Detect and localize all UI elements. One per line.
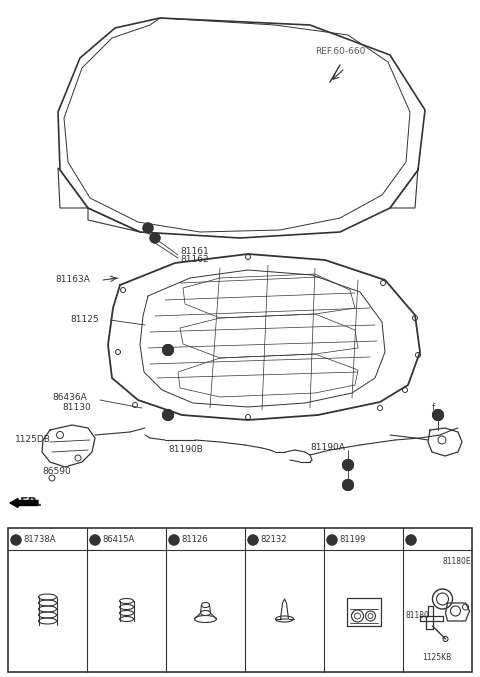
Circle shape: [327, 535, 337, 545]
Text: FR.: FR.: [20, 496, 43, 508]
FancyArrow shape: [10, 498, 38, 508]
Text: 86590: 86590: [42, 468, 71, 477]
Circle shape: [143, 223, 153, 233]
Text: f: f: [409, 536, 412, 544]
Text: 81180E: 81180E: [443, 557, 471, 567]
Text: c: c: [166, 345, 170, 355]
Text: a: a: [13, 536, 18, 544]
Bar: [347, 598, 381, 626]
Ellipse shape: [201, 611, 211, 615]
Circle shape: [343, 460, 353, 471]
Text: e: e: [346, 481, 350, 489]
Text: 1125DB: 1125DB: [15, 435, 51, 445]
Text: b: b: [93, 536, 97, 544]
Text: 81190A: 81190A: [310, 443, 345, 452]
Ellipse shape: [202, 603, 209, 607]
Ellipse shape: [194, 615, 216, 622]
Circle shape: [432, 410, 444, 420]
Text: 81199: 81199: [339, 536, 365, 544]
Text: 81162: 81162: [180, 255, 209, 265]
Text: e: e: [330, 536, 334, 544]
Text: 81180: 81180: [406, 611, 430, 621]
Text: 81738A: 81738A: [23, 536, 56, 544]
Text: 81161: 81161: [180, 248, 209, 257]
Text: 81190B: 81190B: [168, 445, 203, 454]
Text: e: e: [346, 460, 350, 470]
Text: REF.60-660: REF.60-660: [315, 47, 365, 56]
Circle shape: [248, 535, 258, 545]
Text: 81130: 81130: [62, 403, 91, 412]
Text: 1125KB: 1125KB: [422, 653, 452, 661]
Text: 82132: 82132: [260, 536, 287, 544]
Bar: [8, 528, 472, 672]
Text: a: a: [145, 223, 150, 232]
Text: 86436A: 86436A: [52, 393, 87, 403]
Circle shape: [343, 479, 353, 491]
Circle shape: [406, 535, 416, 545]
Text: d: d: [166, 410, 170, 420]
Circle shape: [90, 535, 100, 545]
Text: c: c: [172, 536, 176, 544]
Text: b: b: [153, 234, 157, 242]
Text: f: f: [432, 403, 435, 412]
Text: d: d: [251, 536, 255, 544]
Text: 86415A: 86415A: [102, 536, 134, 544]
Circle shape: [11, 535, 21, 545]
Circle shape: [150, 233, 160, 243]
Ellipse shape: [276, 616, 293, 622]
Circle shape: [163, 410, 173, 420]
Text: 81125: 81125: [70, 315, 98, 324]
Circle shape: [163, 345, 173, 355]
Circle shape: [169, 535, 179, 545]
Text: 81163A: 81163A: [55, 276, 90, 284]
Text: f: f: [437, 410, 439, 420]
Text: 81126: 81126: [181, 536, 207, 544]
